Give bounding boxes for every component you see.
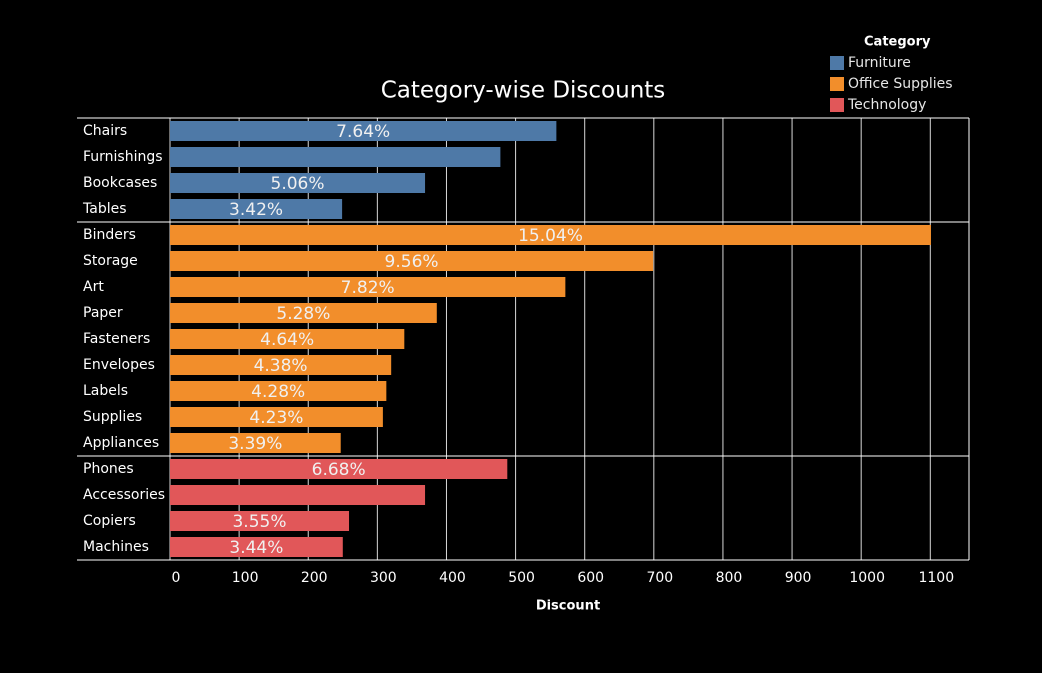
legend-label: Furniture — [848, 55, 911, 71]
row-label: Bookcases — [83, 175, 157, 191]
bar-label: 5.06% — [271, 174, 325, 194]
x-tick-label: 400 — [439, 570, 466, 586]
legend-title: Category — [864, 35, 931, 50]
bar — [170, 381, 387, 401]
bar-label: 7.64% — [336, 122, 390, 142]
x-tick-label: 1000 — [849, 570, 885, 586]
bar — [170, 303, 437, 323]
legend-label: Office Supplies — [848, 76, 953, 92]
row-label: Art — [83, 279, 104, 295]
bar — [170, 355, 392, 375]
legend-swatch — [830, 98, 844, 112]
bar-label: 3.42% — [229, 200, 283, 220]
legend-swatch — [830, 56, 844, 70]
bar-label: 4.28% — [251, 382, 305, 402]
x-axis-title: Discount — [536, 599, 600, 614]
row-label: Copiers — [83, 513, 136, 529]
bar-label: 4.23% — [249, 408, 303, 428]
bar — [170, 277, 566, 297]
bar — [170, 459, 508, 479]
x-tick-label: 600 — [577, 570, 604, 586]
bar — [170, 199, 343, 219]
x-tick-label: 500 — [508, 570, 535, 586]
row-label: Storage — [83, 253, 138, 269]
chart-title: Category-wise Discounts — [381, 78, 666, 104]
bar-label: 4.64% — [260, 330, 314, 350]
row-label: Paper — [83, 305, 123, 321]
row-label: Appliances — [83, 435, 159, 451]
bar — [170, 121, 557, 141]
row-label: Furnishings — [83, 149, 163, 165]
bar — [170, 407, 383, 427]
x-tick-label: 0 — [172, 570, 181, 586]
row-label: Binders — [83, 227, 136, 243]
bar — [170, 147, 501, 167]
bar-label: 15.04% — [518, 226, 583, 246]
row-label: Chairs — [83, 123, 127, 139]
x-tick-label: 100 — [232, 570, 259, 586]
bar — [170, 225, 931, 245]
bar-label: 9.56% — [385, 252, 439, 272]
row-label: Fasteners — [83, 331, 150, 347]
bar — [170, 511, 350, 531]
row-label: Envelopes — [83, 357, 155, 373]
bar-label: 4.38% — [254, 356, 308, 376]
row-label: Supplies — [83, 409, 142, 425]
bar-label: 3.55% — [232, 512, 286, 532]
row-label: Machines — [83, 539, 149, 555]
x-tick-label: 300 — [370, 570, 397, 586]
legend-swatch — [830, 77, 844, 91]
bar-label: 7.82% — [341, 278, 395, 298]
bar-label: 6.68% — [312, 460, 366, 480]
x-tick-label: 800 — [716, 570, 743, 586]
bar — [170, 251, 654, 271]
row-label: Tables — [82, 201, 127, 217]
bar — [170, 329, 405, 349]
x-tick-label: 200 — [301, 570, 328, 586]
x-tick-label: 700 — [646, 570, 673, 586]
bar-label: 3.39% — [228, 434, 282, 454]
row-label: Phones — [83, 461, 134, 477]
bar-label: 5.28% — [276, 304, 330, 324]
bar-label: 3.44% — [229, 538, 283, 558]
row-label: Labels — [83, 383, 128, 399]
bar — [170, 173, 426, 193]
x-tick-label: 1100 — [918, 570, 954, 586]
row-label: Accessories — [83, 487, 165, 503]
legend-label: Technology — [847, 97, 926, 113]
bar — [170, 485, 426, 505]
bar — [170, 537, 343, 557]
bar — [170, 433, 341, 453]
x-tick-label: 900 — [785, 570, 812, 586]
